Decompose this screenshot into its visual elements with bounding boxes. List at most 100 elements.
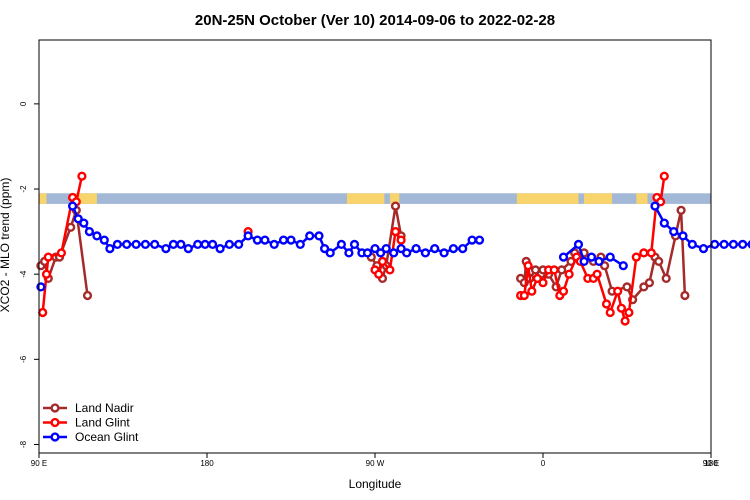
land-ocean-mask xyxy=(39,193,711,204)
land-glint-point-35 xyxy=(624,307,634,318)
x-axis-label: Longitude xyxy=(349,477,402,491)
land-glint-point-37 xyxy=(639,248,649,258)
land-glint-point-15 xyxy=(519,290,529,301)
land-nadir-point-31 xyxy=(622,282,632,292)
ocean-glint-point-27 xyxy=(278,235,289,245)
ocean-glint-point-43 xyxy=(396,244,406,254)
ocean-glint-point-32 xyxy=(320,244,330,254)
land-glint-point-6 xyxy=(77,171,87,181)
land-glint-point-18 xyxy=(532,273,543,284)
land-glint-point-30 xyxy=(601,299,612,309)
x-tick-label-2: 90 W xyxy=(366,459,385,468)
ocean-glint-point-60 xyxy=(650,201,660,211)
land-glint-point-10 xyxy=(377,256,388,267)
ocean-glint-point-31 xyxy=(314,231,324,241)
land-nadir-point-34 xyxy=(644,278,655,288)
ocean-glint-point-20 xyxy=(215,244,225,254)
ocean-glint-point-13 xyxy=(161,244,171,254)
ocean-glint-point-38 xyxy=(362,248,373,258)
ocean-glint-point-42 xyxy=(389,248,399,258)
ocean-glint-point-68 xyxy=(728,239,739,250)
land-segment-0 xyxy=(39,193,47,204)
land-segment-1 xyxy=(72,193,97,204)
series-ocean-glint xyxy=(36,201,750,292)
land-glint-point-33 xyxy=(616,303,627,313)
land-glint-point-36 xyxy=(631,252,641,262)
land-glint-point-34 xyxy=(620,316,630,326)
land-glint-point-23 xyxy=(558,286,569,296)
ocean-glint-point-5 xyxy=(92,231,102,241)
ocean-glint-point-29 xyxy=(295,239,305,250)
ocean-glint-point-56 xyxy=(586,252,597,262)
x-tick-label-3: 0 xyxy=(541,459,546,468)
y-tick-label-0: 0 xyxy=(19,101,28,106)
land-nadir-point-36 xyxy=(654,256,664,267)
land-glint-point-16 xyxy=(523,261,533,271)
ocean-glint-point-2 xyxy=(73,214,83,224)
ocean-glint-point-49 xyxy=(448,244,459,254)
land-glint-point-29 xyxy=(592,269,602,279)
ocean-glint-point-54 xyxy=(573,239,584,250)
ocean-glint-point-34 xyxy=(336,239,347,250)
ocean-glint-point-14 xyxy=(168,239,179,250)
ocean-glint-point-7 xyxy=(105,244,115,254)
ocean-glint-point-12 xyxy=(150,239,160,250)
land-glint-point-1 xyxy=(41,269,52,279)
y-axis: 0 -2 -4 -6 -8 xyxy=(19,101,39,448)
land-nadir-point-7 xyxy=(82,290,93,301)
land-nadir-point-37 xyxy=(661,273,671,284)
land-segment-4 xyxy=(516,193,579,204)
land-glint-point-41 xyxy=(659,171,669,181)
x-tick-label-1: 180 xyxy=(200,459,214,468)
ocean-glint-point-19 xyxy=(208,239,218,250)
ocean-glint-point-16 xyxy=(183,244,193,254)
ocean-glint-point-67 xyxy=(719,239,729,250)
ocean-glint-point-15 xyxy=(176,239,186,250)
x-tick-label-4: 90 E xyxy=(703,459,719,468)
land-nadir-point-23 xyxy=(557,265,567,275)
ocean-glint-point-63 xyxy=(678,231,688,241)
y-tick-label-2: -4 xyxy=(19,270,28,278)
land-glint-point-24 xyxy=(564,269,574,279)
y-tick-label-3: -6 xyxy=(19,355,28,363)
series-land-glint xyxy=(38,171,669,326)
x-tick-label-5: 180 xyxy=(704,459,718,468)
ocean-glint-point-64 xyxy=(687,239,697,250)
ocean-glint-point-11 xyxy=(140,239,151,250)
land-glint-point-19 xyxy=(538,278,548,288)
land-segment-6 xyxy=(636,193,648,204)
ocean-glint-point-39 xyxy=(370,244,380,254)
legend-marker-land-glint xyxy=(50,417,60,428)
ocean-glint-point-61 xyxy=(659,218,669,228)
ocean-glint-point-47 xyxy=(430,244,440,254)
ocean-glint-point-46 xyxy=(420,248,431,258)
land-glint-point-2 xyxy=(43,252,53,262)
ocean-glint-point-33 xyxy=(325,248,335,258)
ocean-glint-point-6 xyxy=(99,235,109,245)
land-nadir-point-29 xyxy=(599,261,610,271)
chart-title: 20N-25N October (Ver 10) 2014-09-06 to 2… xyxy=(195,12,555,29)
land-glint-point-13 xyxy=(396,235,406,245)
land-segment-5 xyxy=(584,193,613,204)
legend-label-land-nadir: Land Nadir xyxy=(75,401,134,415)
land-nadir-point-39 xyxy=(676,205,686,215)
ocean-glint-point-4 xyxy=(84,227,95,237)
land-nadir-point-33 xyxy=(639,282,649,292)
land-segment-3 xyxy=(389,193,400,204)
ocean-glint-point-66 xyxy=(710,239,720,250)
legend-marker-land-nadir xyxy=(50,403,60,413)
ocean-glint-point-26 xyxy=(269,239,279,250)
ocean-glint-point-22 xyxy=(234,239,244,250)
ocean-glint-point-18 xyxy=(200,239,210,250)
land-glint-point-17 xyxy=(527,286,537,296)
ocean-glint-point-25 xyxy=(260,235,270,245)
land-glint-point-32 xyxy=(613,286,623,296)
y-axis-label: XCO2 - MLO trend (ppm) xyxy=(0,178,12,313)
ocean-glint-point-40 xyxy=(376,248,386,258)
ocean-glint-point-45 xyxy=(411,244,421,254)
ocean-glint-point-30 xyxy=(305,231,315,241)
ocean-glint-point-36 xyxy=(349,239,360,250)
land-nadir-point-40 xyxy=(680,290,690,301)
